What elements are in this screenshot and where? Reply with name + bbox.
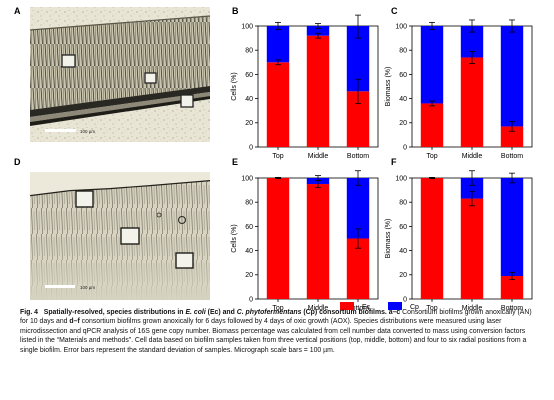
legend-label-ec: Ec	[362, 304, 371, 311]
y-tick-label-c: 40	[399, 96, 407, 103]
x-tick-label-b-middle: Middle	[308, 153, 329, 160]
y-tick-label-f: 0	[403, 296, 407, 303]
y-tick-label-e: 80	[245, 200, 253, 207]
bar-c-cp-top	[420, 26, 444, 104]
caption-title-2: (Ec) and	[205, 309, 237, 316]
panel-letter-c: C	[391, 6, 398, 16]
x-tick-label-b-top: Top	[272, 153, 283, 160]
y-tick-label-b: 80	[245, 48, 253, 55]
y-axis-label-f: Biomass (%)	[385, 219, 392, 259]
figure-caption: Fig. 4 Spatially-resolved, species distr…	[20, 308, 540, 355]
caption-title-ec: E. coli	[185, 309, 206, 316]
y-tick-label-b: 100	[241, 23, 253, 30]
bar-c-cp-middle	[460, 26, 484, 58]
legend-swatch-ec	[340, 302, 354, 310]
x-tick-label-e-bottom: Bottom	[347, 305, 369, 312]
y-tick-label-f: 40	[399, 248, 407, 255]
bar-f-cp-middle	[460, 178, 484, 199]
x-tick-label-f-middle: Middle	[462, 305, 483, 312]
x-tick-label-f-top: Top	[426, 305, 437, 312]
x-tick-label-c-middle: Middle	[462, 153, 483, 160]
bar-c-ec-middle	[460, 57, 484, 147]
bar-c-ec-top	[420, 103, 444, 147]
legend-label-cp: Cp	[410, 304, 419, 311]
bar-b-cp-middle	[306, 26, 330, 36]
bar-b-ec-bottom	[346, 91, 370, 147]
x-tick-label-c-top: Top	[426, 153, 437, 160]
y-tick-label-c: 100	[395, 23, 407, 30]
bar-f-ec-bottom	[500, 276, 524, 299]
y-tick-label-f: 20	[399, 272, 407, 279]
bar-c-ec-bottom	[500, 126, 524, 147]
caption-title-1: Spatially-resolved, species distribution…	[43, 309, 186, 316]
panel-letter-f: F	[391, 157, 397, 167]
panel-letter-b: B	[232, 6, 239, 16]
bar-f-ec-top	[420, 178, 444, 299]
caption-text-2: consortium biofilms grown anoxically for…	[20, 318, 527, 354]
panel-letter-e: E	[232, 157, 238, 167]
y-tick-label-e: 0	[249, 296, 253, 303]
panel-letter-a: A	[14, 6, 21, 16]
bar-b-cp-bottom	[346, 26, 370, 92]
y-tick-label-f: 100	[395, 175, 407, 182]
y-tick-label-c: 0	[403, 144, 407, 151]
y-tick-label-e: 40	[245, 248, 253, 255]
caption-panels-df: d–f	[69, 318, 80, 326]
y-tick-label-c: 80	[399, 48, 407, 55]
scalebar-label-d: 100 µm	[80, 285, 95, 290]
y-tick-label-c: 20	[399, 120, 407, 127]
bar-c-cp-bottom	[500, 26, 524, 127]
x-tick-label-c-bottom: Bottom	[501, 153, 523, 160]
caption-title-cp: C. phytofermentans	[236, 309, 302, 316]
y-axis-label-b: Cells (%)	[231, 72, 238, 100]
y-tick-label-b: 40	[245, 96, 253, 103]
bar-e-ec-middle	[306, 184, 330, 299]
micrograph-a: 100 µm	[29, 7, 211, 142]
bar-f-cp-bottom	[500, 178, 524, 277]
bar-b-ec-middle	[306, 35, 330, 147]
scalebar-d	[45, 285, 75, 288]
caption-fig-label: Fig. 4	[20, 309, 38, 316]
caption-title-3: (Cp) consortium biofilms.	[301, 309, 387, 316]
scalebar-a	[45, 129, 76, 132]
legend: Ec Cp	[340, 302, 419, 311]
x-tick-label-b-bottom: Bottom	[347, 153, 369, 160]
caption-text-1: Consortium biofilms grown anoxically (AN…	[20, 309, 532, 326]
x-tick-label-e-middle: Middle	[308, 305, 329, 312]
scalebar-label-a: 100 µm	[80, 129, 95, 134]
y-tick-label-e: 100	[241, 175, 253, 182]
panel-letter-d: D	[14, 157, 21, 167]
y-tick-label-e: 60	[245, 224, 253, 231]
y-axis-label-e: Cells (%)	[231, 224, 238, 252]
micrograph-d: 100 µm	[29, 172, 211, 300]
legend-swatch-cp	[388, 302, 402, 310]
y-tick-label-b: 0	[249, 144, 253, 151]
y-tick-label-f: 80	[399, 200, 407, 207]
y-tick-label-b: 60	[245, 72, 253, 79]
bar-f-ec-middle	[460, 198, 484, 299]
caption-panels-ac: a–c	[388, 309, 401, 316]
bar-e-ec-bottom	[346, 238, 370, 299]
bar-b-cp-top	[266, 26, 290, 63]
y-tick-label-c: 60	[399, 72, 407, 79]
y-axis-label-c: Biomass (%)	[385, 67, 392, 107]
chart-c: 0 20 40 60 80 100 Biomass (%) Top Middle Bottom	[385, 19, 533, 160]
bar-e-cp-bottom	[346, 178, 370, 239]
y-tick-label-b: 20	[245, 120, 253, 127]
bar-b-ec-top	[266, 62, 290, 147]
y-tick-label-f: 60	[399, 224, 407, 231]
chart-e: 0 20 40 60 80 100 Cells (%) Top Middle Bottom	[231, 170, 379, 312]
x-tick-label-e-top: Top	[272, 305, 283, 312]
x-tick-label-f-bottom: Bottom	[501, 305, 523, 312]
y-tick-label-e: 20	[245, 272, 253, 279]
bar-e-ec-top	[266, 178, 290, 299]
chart-b: 0 20 40 60 80 100 Cells (%) Top Middle Bottom	[231, 14, 379, 160]
chart-f: 0 20 40 60 80 100 Biomass (%) Top Middle Bottom	[385, 170, 533, 312]
